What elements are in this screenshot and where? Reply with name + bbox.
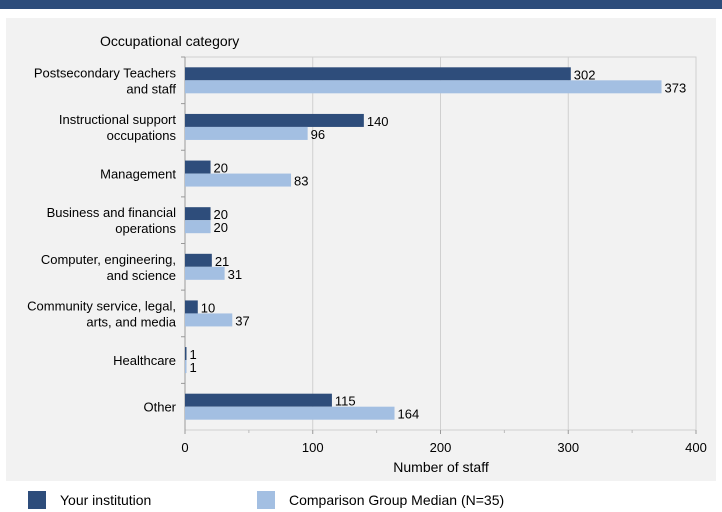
header-bar [0,0,722,9]
bar-comparison-median [185,80,662,94]
category-label: Other [143,400,176,415]
legend: Your institution Comparison Group Median… [0,490,722,512]
bar-comparison-median [185,220,211,234]
category-label: arts, and media [86,314,176,329]
bar-your-institution [185,67,571,81]
category-label: Business and financial [47,205,176,220]
bar-your-institution [185,160,211,174]
category-label: operations [115,221,176,236]
legend-swatch-comparison-group [257,491,275,509]
bar-value-label: 1 [190,347,197,362]
category-axis-title: Occupational category [100,33,239,49]
bar-your-institution [185,113,364,127]
x-tick-label: 300 [557,440,579,455]
bar-value-label: 10 [201,300,215,315]
bar-value-label: 96 [311,127,325,142]
bar-comparison-median [185,406,395,420]
x-tick-label: 100 [302,440,324,455]
bar-comparison-median [185,360,187,374]
x-tick-label: 200 [430,440,452,455]
bar-value-label: 20 [214,207,228,222]
bar-value-label: 302 [574,67,596,82]
grid-lines [181,56,697,434]
bar-your-institution [185,207,211,221]
bar-your-institution [185,347,187,361]
legend-item-your-institution: Your institution [28,490,151,510]
bar-comparison-median [185,173,292,187]
category-label: Healthcare [113,353,176,368]
bar-value-label: 115 [335,394,356,409]
bar-value-label: 1 [190,360,197,375]
legend-item-comparison-group: Comparison Group Median (N=35) [257,490,504,510]
legend-swatch-your-institution [28,491,46,509]
category-label: Instructional support [59,112,176,127]
legend-label-your-institution: Your institution [60,492,152,508]
bar-value-label: 21 [215,254,229,269]
bar-value-label: 373 [665,80,687,95]
category-label: Management [100,167,176,182]
bar-value-label: 140 [367,114,389,129]
category-label: occupations [107,128,177,143]
x-axis-title: Number of staff [393,459,489,475]
chart-panel [6,18,716,481]
category-label: Computer, engineering, [41,252,176,267]
x-tick-label: 0 [181,440,188,455]
bar-value-label: 164 [398,407,420,422]
bars [185,67,662,420]
category-label: and staff [126,81,176,96]
bar-comparison-median [185,266,225,280]
bar-value-label: 20 [214,220,228,235]
bar-your-institution [185,393,332,407]
category-label: and science [107,268,176,283]
labels: 0 100 200 300 400 302 373 Postsecondary Teacher… [27,65,707,455]
bar-your-institution [185,253,212,267]
category-label: Postsecondary Teachers [34,65,177,80]
bar-value-label: 31 [228,267,242,282]
legend-label-comparison-group: Comparison Group Median (N=35) [289,492,505,508]
bar-value-label: 83 [294,174,308,189]
x-tick-label: 400 [685,440,707,455]
bar-value-label: 20 [214,161,228,176]
bar-comparison-median [185,313,233,327]
bar-comparison-median [185,126,308,140]
category-label: Community service, legal, [27,298,176,313]
bar-your-institution [185,300,198,314]
bar-value-label: 37 [235,313,249,328]
